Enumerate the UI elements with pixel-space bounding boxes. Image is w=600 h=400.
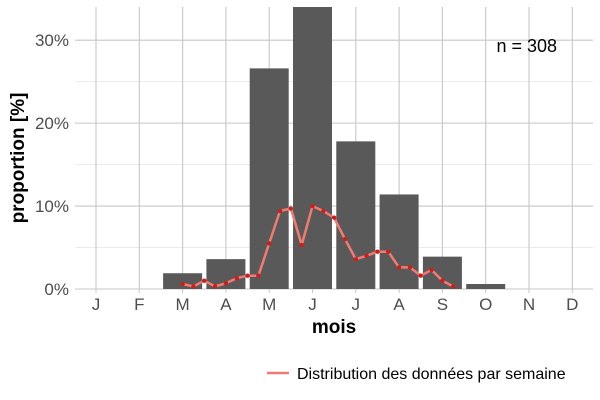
weekly-series-point [386,249,391,254]
y-axis-title: proportion [%] [8,93,29,224]
weekly-series-point [191,284,196,289]
sample-size-annotation: n = 308 [496,36,557,56]
weekly-series-point [396,265,402,270]
y-tick-label: 30% [35,31,69,50]
bar-o-10 [466,284,506,289]
weekly-series-point [180,281,185,287]
weekly-series-point [321,208,326,214]
bar-m-5 [249,68,289,290]
weekly-series-point [364,253,369,259]
weekly-series-point [267,241,272,246]
y-tick-label: 0% [44,280,69,299]
x-tick-label: D [566,295,578,314]
x-tick-label: M [176,295,190,314]
weekly-series-point [440,278,445,283]
x-tick-label: J [308,295,317,314]
weekly-series-point [288,206,294,211]
bar-j-6 [293,7,332,289]
x-tick-label: F [134,295,144,314]
weekly-series-point [202,278,207,283]
bar-j-7 [336,141,376,289]
y-tick-label: 20% [35,114,69,133]
x-axis-title: mois [312,317,356,338]
y-tick-label: 10% [35,197,69,216]
weekly-series-point [234,276,239,281]
x-tick-label: J [352,295,361,314]
bar-a-8 [379,194,419,289]
weekly-series-point [299,242,304,248]
bar-m-3 [163,273,203,289]
legend-label: Distribution des données par semaine [297,366,566,383]
weekly-series-point [277,208,283,214]
x-tick-label: A [393,295,405,314]
x-tick-label: O [479,295,492,314]
x-tick-label: S [437,295,448,314]
weekly-series-point [418,273,423,278]
weekly-series-point [429,267,434,273]
weekly-series-point [223,280,229,286]
y-axis-ticks: 0% 10% 20% 30% [35,31,69,299]
weekly-series-point [342,237,348,242]
x-tick-label: J [92,295,101,314]
x-tick-label: M [262,295,276,314]
weekly-series-point [256,273,261,278]
weekly-series-point [353,256,358,262]
weekly-series-point [310,203,315,209]
weekly-series-point [375,249,380,254]
bar-s-9 [422,256,462,289]
x-tick-label: A [220,295,232,314]
bars [163,7,506,290]
weekly-series-point [451,284,456,289]
weekly-line [180,203,456,289]
weekly-series-point [245,273,250,278]
legend: Distribution des données par semaine [267,366,566,383]
weekly-series-point [212,284,218,289]
weekly-series-point [331,215,337,220]
x-tick-label: N [523,295,535,314]
weekly-series-point [407,265,413,270]
